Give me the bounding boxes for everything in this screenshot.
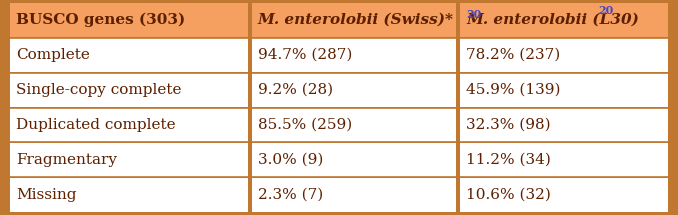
Text: 32.3% (98): 32.3% (98) [466, 118, 551, 132]
Text: 10.6% (32): 10.6% (32) [466, 188, 551, 202]
Bar [10, 73, 247, 107]
Text: 45.9% (139): 45.9% (139) [466, 83, 561, 97]
Bar [252, 3, 456, 37]
Bar [252, 143, 456, 177]
Bar [252, 178, 456, 212]
Bar [252, 38, 456, 72]
Text: 78.2% (237): 78.2% (237) [466, 48, 561, 62]
Text: 85.5% (259): 85.5% (259) [258, 118, 352, 132]
Bar [10, 108, 247, 142]
Text: 94.7% (287): 94.7% (287) [258, 48, 352, 62]
Text: M. enterolobii (L30): M. enterolobii (L30) [466, 13, 639, 27]
Bar [460, 178, 668, 212]
Text: Missing: Missing [16, 188, 77, 202]
Text: Duplicated complete: Duplicated complete [16, 118, 176, 132]
Bar [460, 108, 668, 142]
Text: 9.2% (28): 9.2% (28) [258, 83, 333, 97]
Text: Complete: Complete [16, 48, 90, 62]
Bar [10, 38, 247, 72]
Text: 3.0% (9): 3.0% (9) [258, 153, 323, 167]
Bar [460, 3, 668, 37]
Text: Fragmentary: Fragmentary [16, 153, 117, 167]
Text: 20: 20 [466, 9, 481, 20]
Text: 20: 20 [599, 5, 614, 16]
Text: 11.2% (34): 11.2% (34) [466, 153, 551, 167]
Bar [460, 143, 668, 177]
Bar [460, 38, 668, 72]
Bar [460, 73, 668, 107]
Text: 2.3% (7): 2.3% (7) [258, 188, 323, 202]
Text: M. enterolobii (Swiss)*: M. enterolobii (Swiss)* [258, 13, 454, 27]
Bar [10, 3, 247, 37]
Bar [252, 108, 456, 142]
Bar [252, 73, 456, 107]
Text: BUSCO genes (303): BUSCO genes (303) [16, 13, 186, 27]
Bar [10, 178, 247, 212]
Bar [10, 143, 247, 177]
Text: Single-copy complete: Single-copy complete [16, 83, 182, 97]
